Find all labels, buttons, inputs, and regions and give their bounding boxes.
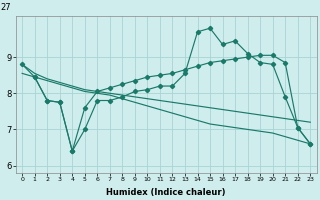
Text: 27: 27 (1, 3, 12, 12)
X-axis label: Humidex (Indice chaleur): Humidex (Indice chaleur) (107, 188, 226, 197)
